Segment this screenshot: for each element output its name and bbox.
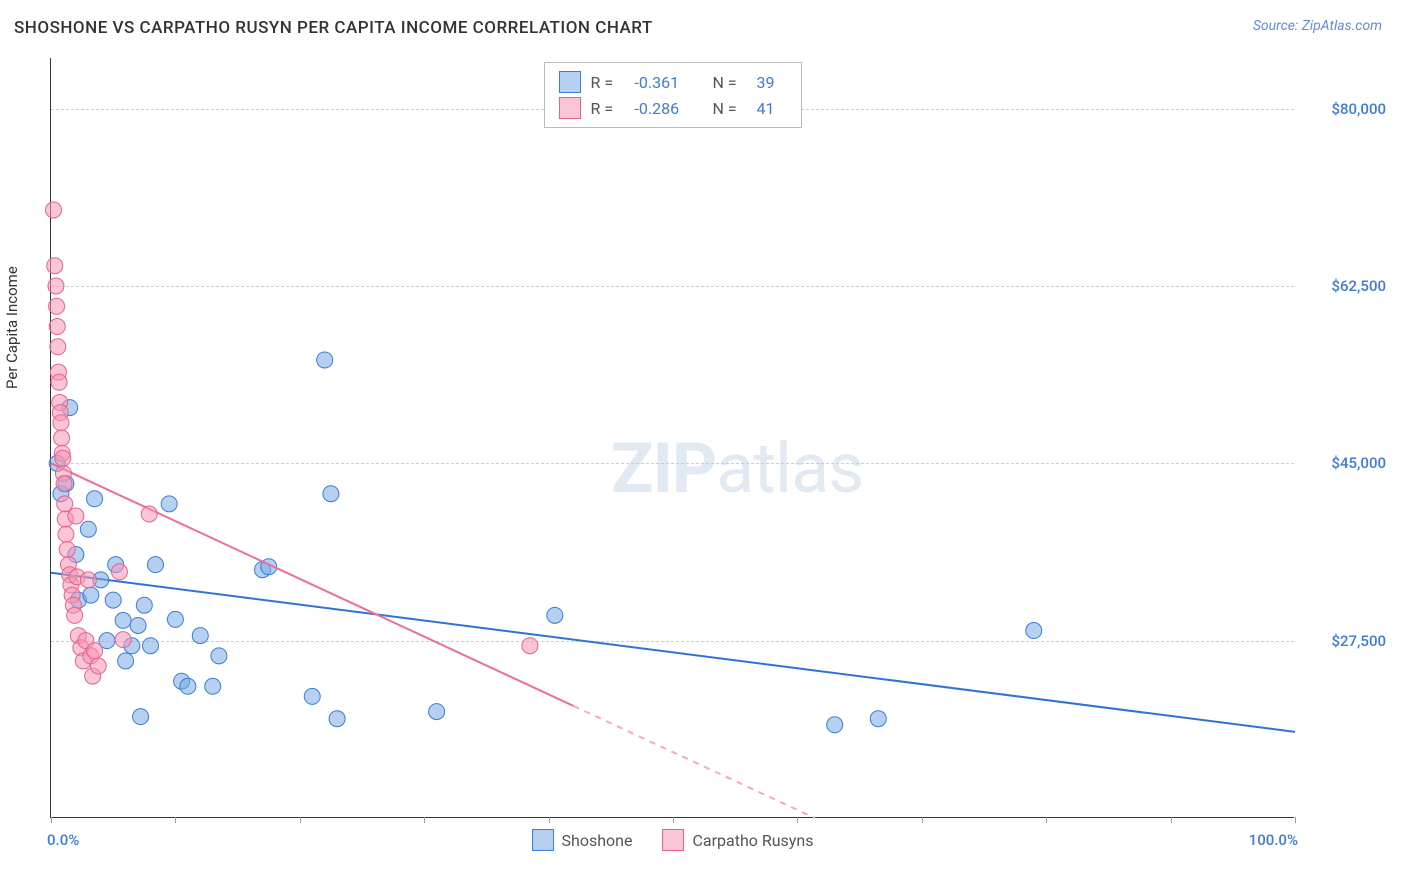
- n-label: N =: [713, 99, 747, 118]
- n-label: N =: [713, 73, 747, 92]
- x-tick: [922, 817, 923, 823]
- y-axis-title: Per Capita Income: [3, 266, 21, 389]
- y-tick-label: $45,000: [1306, 454, 1386, 472]
- x-tick: [673, 817, 674, 823]
- swatch-carpatho: [662, 829, 684, 851]
- r-label: R =: [591, 73, 625, 92]
- swatch-shoshone: [532, 829, 554, 851]
- x-tick: [51, 817, 52, 823]
- y-tick-label: $80,000: [1306, 100, 1386, 118]
- legend-item-carpatho: Carpatho Rusyns: [662, 829, 813, 851]
- y-tick-label: $62,500: [1306, 277, 1386, 295]
- x-tick: [797, 817, 798, 823]
- n-value-shoshone: 39: [757, 73, 787, 92]
- r-label: R =: [591, 99, 625, 118]
- legend-row-shoshone: R = -0.361 N = 39: [559, 69, 787, 95]
- legend-label-shoshone: Shoshone: [562, 831, 633, 850]
- legend-label-carpatho: Carpatho Rusyns: [692, 831, 813, 850]
- x-axis-label-min: 0.0%: [47, 831, 79, 849]
- swatch-shoshone: [559, 71, 581, 93]
- x-tick: [1171, 817, 1172, 823]
- r-value-shoshone: -0.361: [635, 73, 703, 92]
- legend-correlation: R = -0.361 N = 39 R = -0.286 N = 41: [544, 62, 802, 128]
- x-tick: [549, 817, 550, 823]
- plot-area: ZIPatlas $80,000$62,500$45,000$27,500 R …: [50, 58, 1294, 818]
- chart-container: SHOSHONE VS CARPATHO RUSYN PER CAPITA IN…: [0, 0, 1406, 892]
- x-tick: [424, 817, 425, 823]
- y-tick-label: $27,500: [1306, 632, 1386, 650]
- legend-row-carpatho: R = -0.286 N = 41: [559, 95, 787, 121]
- x-tick: [1295, 817, 1296, 823]
- scatter-chart: [51, 58, 1295, 818]
- source-label: Source: ZipAtlas.com: [1253, 18, 1382, 34]
- x-tick: [1046, 817, 1047, 823]
- legend-item-shoshone: Shoshone: [532, 829, 633, 851]
- x-tick: [300, 817, 301, 823]
- x-tick: [175, 817, 176, 823]
- r-value-carpatho: -0.286: [635, 99, 703, 118]
- chart-title: SHOSHONE VS CARPATHO RUSYN PER CAPITA IN…: [14, 18, 653, 38]
- n-value-carpatho: 41: [757, 99, 787, 118]
- swatch-carpatho: [559, 97, 581, 119]
- x-axis-label-max: 100.0%: [1249, 831, 1298, 849]
- legend-series: Shoshone Carpatho Rusyns: [532, 829, 814, 851]
